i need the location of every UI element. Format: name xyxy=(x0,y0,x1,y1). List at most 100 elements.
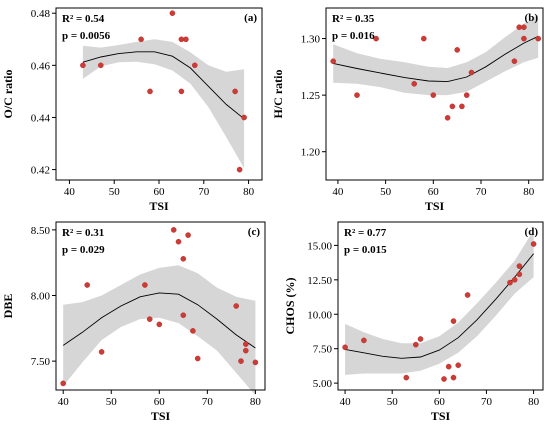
x-tick-label: 80 xyxy=(243,186,255,198)
panel-letter: (b) xyxy=(525,12,539,24)
data-point xyxy=(511,276,518,283)
data-point xyxy=(236,166,243,173)
data-point xyxy=(183,36,189,43)
x-tick-label: 70 xyxy=(476,186,488,198)
data-point xyxy=(190,328,196,334)
confidence-band xyxy=(345,230,534,375)
x-tick-label: 50 xyxy=(109,186,121,198)
fit-line xyxy=(62,292,256,349)
data-point xyxy=(449,103,456,110)
x-tick-label: 70 xyxy=(198,186,210,198)
data-point xyxy=(147,88,153,95)
y-tick-label: 5.00 xyxy=(313,378,333,390)
plot-frame xyxy=(55,221,266,391)
x-tick-label: 60 xyxy=(428,186,440,198)
panel-letter: (c) xyxy=(248,226,261,238)
data-point xyxy=(444,115,451,121)
y-tick-label: 0.42 xyxy=(31,165,50,177)
data-point xyxy=(412,341,419,348)
y-tick-label: 0.48 xyxy=(31,8,51,20)
x-tick-label: 50 xyxy=(387,396,399,408)
x-tick-label: 60 xyxy=(434,396,446,408)
x-tick-label: 80 xyxy=(528,396,540,408)
x-tick-label: 60 xyxy=(154,396,166,408)
data-point xyxy=(238,358,244,364)
fit-line xyxy=(333,35,539,83)
panel-letter: (a) xyxy=(244,12,257,24)
x-tick-label: 80 xyxy=(250,396,262,408)
data-point xyxy=(445,363,452,370)
confidence-band xyxy=(63,265,256,396)
data-point xyxy=(450,374,457,381)
data-point xyxy=(175,238,182,245)
data-point xyxy=(242,347,249,354)
data-point xyxy=(180,255,187,262)
panel-b: 40 50 60 70 80 1.20 1.25 1.30 TSI H/C ratio R² = 0… xyxy=(271,7,544,213)
data-point xyxy=(354,92,360,98)
p-value-label: p = 0.016 xyxy=(332,30,375,42)
fit-line xyxy=(345,253,534,359)
data-point xyxy=(138,36,144,43)
confidence-band xyxy=(82,39,245,169)
data-point xyxy=(516,24,523,31)
data-point xyxy=(361,337,367,344)
x-tick-label: 70 xyxy=(202,396,214,408)
data-point xyxy=(511,58,518,65)
y-tick-label: 1.30 xyxy=(301,34,321,46)
data-point xyxy=(169,10,176,17)
data-point xyxy=(373,35,379,42)
data-point xyxy=(420,35,427,42)
panel-c: 40 50 60 70 80 7.50 8.00 8.50 TSI DBE R² = 0.31 p =… xyxy=(1,221,266,423)
panel-d: 40 50 60 70 80 5.00 7.50 10.00 12.50 15.00 TSI CHOS… xyxy=(283,221,544,423)
data-point xyxy=(241,114,247,121)
data-point xyxy=(178,88,185,95)
y-tick-label: 12.50 xyxy=(307,275,332,287)
confidence-band xyxy=(333,14,539,96)
data-point xyxy=(516,263,523,269)
y-tick-label: 7.50 xyxy=(313,344,333,356)
x-tick-label: 80 xyxy=(523,186,535,198)
y-tick-label: 7.50 xyxy=(31,356,51,368)
data-point xyxy=(80,62,86,69)
data-point xyxy=(170,227,177,233)
x-tick-label: 50 xyxy=(106,396,118,408)
data-point xyxy=(521,35,527,42)
y-tick-label: 8.50 xyxy=(31,225,51,237)
y-axis-label: H/C ratio xyxy=(271,70,285,119)
data-point xyxy=(194,355,201,362)
y-axis-label: DBE xyxy=(1,294,15,319)
x-tick-label: 40 xyxy=(58,396,70,408)
data-point xyxy=(84,282,90,288)
data-point xyxy=(98,62,104,69)
p-value-label: p = 0.029 xyxy=(62,244,105,256)
plot-frame xyxy=(337,221,544,391)
x-tick-label: 50 xyxy=(380,186,392,198)
fit-line xyxy=(82,51,245,120)
panel-a: 40 50 60 70 80 0.42 0.44 0.46 0.48 TSI O/C ratio R²… xyxy=(1,7,263,213)
data-point xyxy=(156,321,163,328)
p-value-label: p = 0.015 xyxy=(344,244,387,256)
data-point xyxy=(242,341,249,347)
data-point xyxy=(232,88,238,95)
panel-letter: (d) xyxy=(525,226,539,238)
data-point xyxy=(535,35,542,42)
data-point xyxy=(454,47,461,53)
data-point xyxy=(403,374,410,381)
data-point xyxy=(455,362,462,369)
data-point xyxy=(342,344,348,351)
y-tick-label: 0.46 xyxy=(31,60,51,72)
x-tick-label: 40 xyxy=(332,186,344,198)
y-tick-label: 8.00 xyxy=(31,291,51,303)
data-point xyxy=(450,318,457,324)
y-tick-label: 0.44 xyxy=(31,112,51,124)
data-point xyxy=(464,292,471,298)
r-squared-label: R² = 0.31 xyxy=(62,227,104,239)
x-axis-label: TSI xyxy=(149,199,169,213)
y-axis-label: O/C ratio xyxy=(1,70,15,119)
x-axis-label: TSI xyxy=(425,199,445,213)
data-point xyxy=(146,316,153,322)
r-squared-label: R² = 0.77 xyxy=(344,227,387,239)
x-tick-label: 60 xyxy=(154,186,166,198)
data-point xyxy=(142,282,148,288)
